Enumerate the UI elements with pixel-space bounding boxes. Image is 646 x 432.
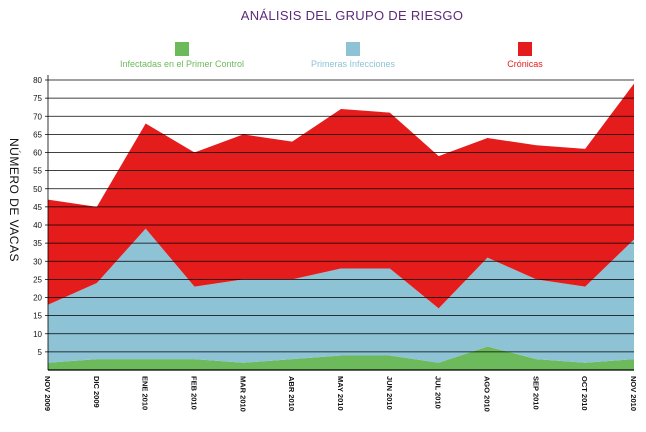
area-series-1 (48, 346, 634, 370)
y-tick-label: 50 (33, 185, 42, 194)
x-tick-label: ENE 2010 (141, 376, 150, 410)
y-tick-label: 5 (38, 348, 43, 357)
x-tick-label: SEP 2010 (531, 376, 540, 410)
area-series-2 (48, 228, 634, 363)
legend-swatch (175, 42, 189, 56)
x-tick-label: NOV 2009 (43, 376, 52, 411)
gridlines (45, 75, 634, 371)
y-tick-label: 35 (33, 239, 42, 248)
x-tick-label: DIC 2009 (92, 376, 101, 408)
legend-swatch (518, 42, 532, 56)
y-tick-label: 30 (33, 257, 42, 266)
x-axis-ticks: NOV 2009 DIC 2009 ENE 2010 FEB 2010 MAR 2010… (43, 376, 638, 412)
x-tick-label: OCT 2010 (580, 376, 589, 411)
legend-label: Crónicas (507, 59, 543, 69)
y-tick-label: 80 (33, 76, 42, 85)
legend-label: Primeras Infecciones (311, 59, 396, 69)
y-tick-label: 70 (33, 112, 42, 121)
y-tick-label: 75 (33, 94, 42, 103)
y-tick-label: 60 (33, 149, 42, 158)
x-tick-label: JUL 2010 (434, 376, 443, 409)
y-tick-label: 25 (33, 275, 42, 284)
y-axis-label: NÚMERO DE VACAS (7, 138, 22, 262)
x-tick-label: MAY 2010 (336, 376, 345, 411)
x-tick-label: JUN 2010 (385, 376, 394, 410)
y-tick-label: 65 (33, 130, 42, 139)
x-tick-label: MAR 2010 (238, 376, 247, 412)
y-tick-label: 55 (33, 167, 42, 176)
x-tick-label: FEB 2010 (190, 376, 199, 410)
area-series-3 (48, 83, 634, 309)
legend-label: Infectadas en el Primer Control (120, 59, 244, 69)
x-tick-label: AGO 2010 (483, 376, 492, 412)
x-tick-label: ABR 2010 (287, 376, 296, 411)
y-tick-label: 40 (33, 221, 42, 230)
legend: Infectadas en el Primer Control Primeras … (120, 42, 543, 69)
x-tick-label: NOV 2010 (629, 376, 638, 411)
y-tick-label: 15 (33, 312, 42, 321)
y-tick-label: 45 (33, 203, 42, 212)
legend-swatch (346, 42, 360, 56)
plot-areas (48, 83, 634, 370)
y-tick-label: 20 (33, 294, 42, 303)
chart-title: ANÁLISIS DEL GRUPO DE RIESGO (241, 8, 463, 23)
y-axis-ticks: 5 10 15 20 25 30 35 40 45 50 55 60 65 70 75 80 (33, 76, 42, 357)
y-tick-label: 10 (33, 330, 42, 339)
